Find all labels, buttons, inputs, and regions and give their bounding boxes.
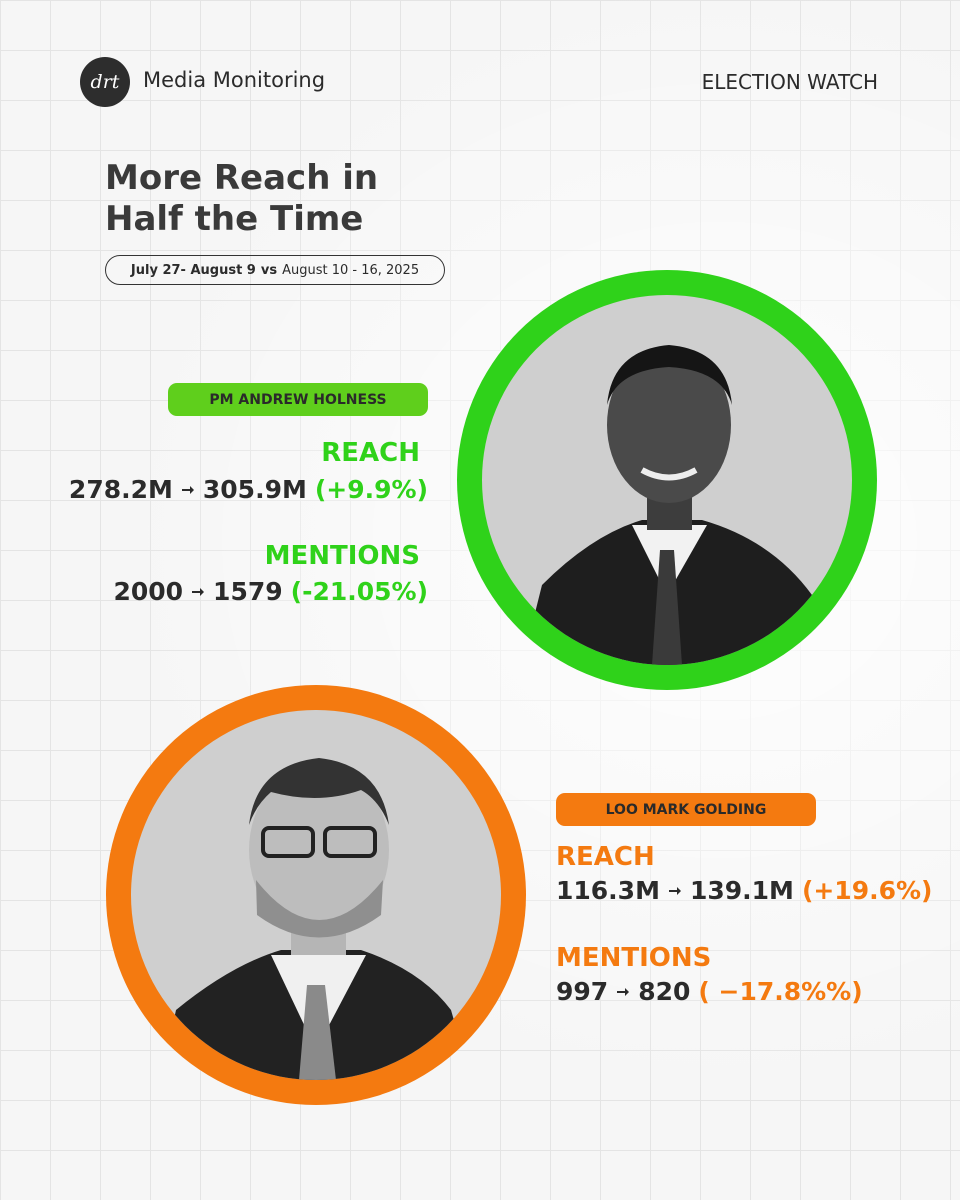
metric-after: 139.1M bbox=[689, 876, 794, 905]
metric-label: MENTIONS bbox=[556, 943, 712, 973]
metric-after: 820 bbox=[638, 977, 691, 1006]
metric-before: 2000 bbox=[113, 577, 184, 606]
arrow bbox=[181, 485, 194, 494]
period-pill: July 27- August 9 vs August 10 - 16, 202… bbox=[105, 255, 445, 285]
title: More Reach in Half the Time bbox=[105, 158, 378, 240]
title-line: More Reach in bbox=[105, 158, 379, 198]
tag: ELECTION WATCH bbox=[701, 70, 878, 94]
arrow bbox=[668, 886, 681, 895]
photo-ring bbox=[457, 270, 877, 690]
period-from: July 27- August 9 bbox=[130, 262, 256, 278]
metric-change: (+19.6%) bbox=[801, 876, 933, 905]
period-to: August 10 - 16, 2025 bbox=[282, 262, 420, 278]
metric-after: 305.9M bbox=[202, 475, 307, 504]
metric-after: 1579 bbox=[213, 577, 283, 606]
metric-before: 116.3M bbox=[556, 876, 660, 905]
candidate-pill: LOO MARK GOLDING bbox=[556, 793, 816, 826]
logo: drt bbox=[80, 57, 130, 107]
metric-change: (+9.9%) bbox=[314, 475, 428, 504]
metric-label: REACH bbox=[321, 438, 420, 468]
metric-values: 278.2M 305.9M (+9.9%) bbox=[69, 475, 428, 504]
metric-before: 278.2M bbox=[68, 475, 173, 504]
brand: Media Monitoring bbox=[143, 68, 326, 92]
arrow bbox=[617, 987, 630, 996]
period-vs: vs bbox=[260, 262, 278, 278]
title-line: Half the Time bbox=[105, 199, 364, 239]
metric-values: 116.3M 139.1M (+19.6%) bbox=[556, 876, 932, 905]
metric-label: MENTIONS bbox=[264, 541, 420, 571]
photo bbox=[482, 295, 852, 665]
metric-label: REACH bbox=[556, 842, 655, 872]
photo bbox=[131, 710, 501, 1080]
metric-change: ( −17.8%%) bbox=[698, 977, 863, 1006]
photo-ring bbox=[106, 685, 526, 1105]
candidate-pill: PM ANDREW HOLNESS bbox=[168, 383, 428, 416]
metric-before: 997 bbox=[556, 977, 609, 1006]
metric-values: 997 820( −17.8%%) bbox=[556, 977, 863, 1006]
metric-values: 2000 1579 (-21.05%) bbox=[113, 577, 428, 606]
arrow bbox=[192, 587, 205, 596]
metric-change: (-21.05%) bbox=[290, 577, 428, 606]
